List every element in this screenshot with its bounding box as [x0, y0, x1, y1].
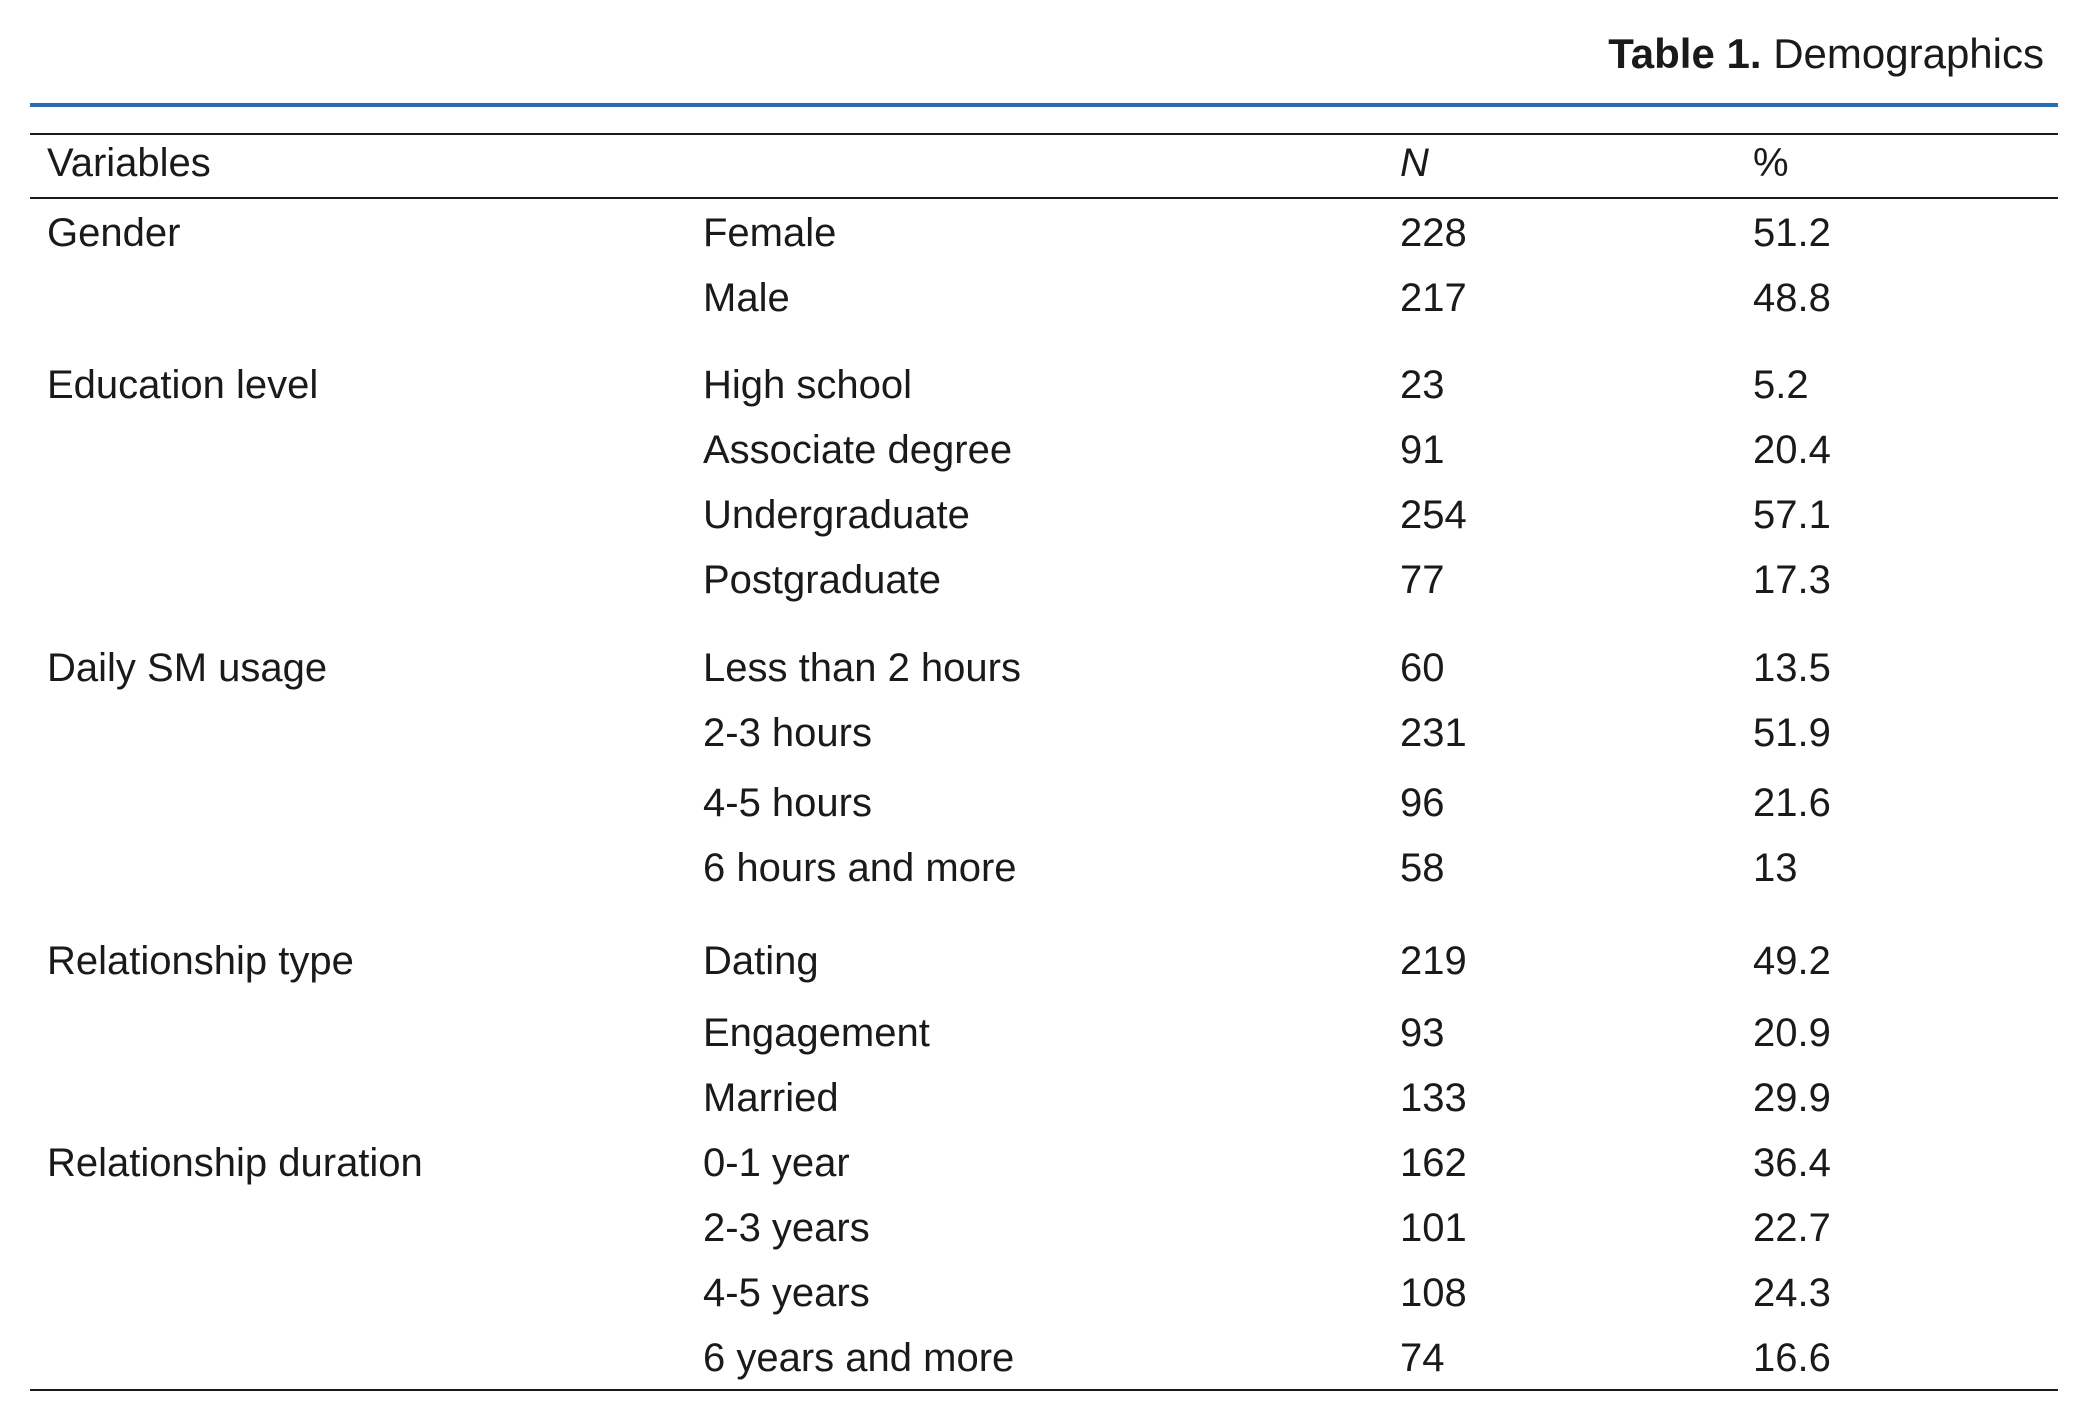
n-cell: 77	[1400, 558, 1445, 602]
percent-cell: 16.6	[1753, 1336, 1831, 1380]
group-label-sm-usage: Daily SM usage	[47, 646, 328, 690]
category-cell: 2-3 years	[703, 1206, 870, 1250]
percent-cell: 5.2	[1753, 363, 1809, 407]
table-bottom-rule	[30, 1389, 2058, 1391]
percent-cell: 29.9	[1753, 1076, 1831, 1120]
table-caption-title: Demographics	[1773, 30, 2044, 77]
table-caption-label: Table 1.	[1608, 30, 1762, 77]
percent-cell: 36.4	[1753, 1141, 1831, 1185]
category-cell: 2-3 hours	[703, 711, 872, 755]
category-cell: 0-1 year	[703, 1141, 850, 1185]
category-cell: Undergraduate	[703, 493, 970, 537]
group-label-gender: Gender	[47, 211, 181, 255]
n-cell: 254	[1400, 493, 1467, 537]
n-cell: 217	[1400, 276, 1467, 320]
n-cell: 133	[1400, 1076, 1467, 1120]
category-cell: 6 years and more	[703, 1336, 1015, 1380]
category-cell: Less than 2 hours	[703, 646, 1021, 690]
percent-cell: 57.1	[1753, 493, 1831, 537]
n-cell: 228	[1400, 211, 1467, 255]
percent-cell: 22.7	[1753, 1206, 1831, 1250]
table-header-rule	[30, 197, 2058, 199]
percent-cell: 51.9	[1753, 711, 1831, 755]
n-cell: 91	[1400, 428, 1445, 472]
table-top-rule	[30, 133, 2058, 135]
n-cell: 162	[1400, 1141, 1467, 1185]
accent-rule	[30, 103, 2058, 107]
category-cell: High school	[703, 363, 913, 407]
percent-cell: 17.3	[1753, 558, 1831, 602]
category-cell: Dating	[703, 939, 819, 983]
category-cell: Engagement	[703, 1011, 930, 1055]
header-variables: Variables	[47, 141, 211, 185]
table-caption: Table 1. Demographics	[1608, 28, 2044, 80]
category-cell: 4-5 years	[703, 1271, 870, 1315]
group-label-education: Education level	[47, 363, 319, 407]
percent-cell: 20.9	[1753, 1011, 1831, 1055]
n-cell: 74	[1400, 1336, 1445, 1380]
n-cell: 60	[1400, 646, 1445, 690]
n-cell: 219	[1400, 939, 1467, 983]
percent-cell: 24.3	[1753, 1271, 1831, 1315]
header-percent: %	[1753, 141, 1789, 185]
n-cell: 58	[1400, 846, 1445, 890]
header-n: N	[1400, 141, 1429, 185]
category-cell: 4-5 hours	[703, 781, 872, 825]
category-cell: 6 hours and more	[703, 846, 1017, 890]
percent-cell: 13	[1753, 846, 1798, 890]
category-cell: Female	[703, 211, 837, 255]
percent-cell: 13.5	[1753, 646, 1831, 690]
category-cell: Married	[703, 1076, 839, 1120]
percent-cell: 20.4	[1753, 428, 1831, 472]
group-label-relationship-duration: Relationship duration	[47, 1141, 423, 1185]
percent-cell: 51.2	[1753, 211, 1831, 255]
percent-cell: 49.2	[1753, 939, 1831, 983]
n-cell: 108	[1400, 1271, 1467, 1315]
percent-cell: 48.8	[1753, 276, 1831, 320]
n-cell: 96	[1400, 781, 1445, 825]
n-cell: 101	[1400, 1206, 1467, 1250]
n-cell: 93	[1400, 1011, 1445, 1055]
group-label-relationship-type: Relationship type	[47, 939, 354, 983]
n-cell: 23	[1400, 363, 1445, 407]
category-cell: Male	[703, 276, 790, 320]
n-cell: 231	[1400, 711, 1467, 755]
percent-cell: 21.6	[1753, 781, 1831, 825]
category-cell: Associate degree	[703, 428, 1013, 472]
category-cell: Postgraduate	[703, 558, 941, 602]
